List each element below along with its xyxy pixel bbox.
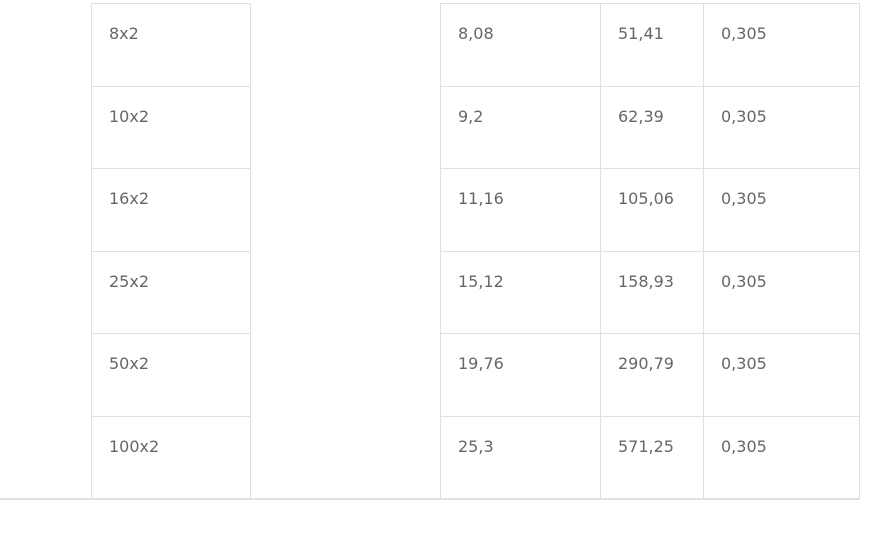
value-cell-2: 158,93 xyxy=(601,250,704,333)
value-cell-3: 0,305 xyxy=(704,3,860,86)
value-cell-3: 0,305 xyxy=(704,85,860,168)
size-cell: 10x2 xyxy=(92,85,251,168)
value-cell-3: 0,305 xyxy=(704,168,860,251)
size-cell: 25x2 xyxy=(92,250,251,333)
value-cell-2: 290,79 xyxy=(601,333,704,416)
value-cell-1: 11,16 xyxy=(441,168,601,251)
value-cell-2: 571,25 xyxy=(601,415,704,498)
value-cell-1: 25,3 xyxy=(441,415,601,498)
merged-cell-left xyxy=(0,3,92,498)
size-cell: 50x2 xyxy=(92,333,251,416)
value-cell-1: 15,12 xyxy=(441,250,601,333)
size-cell: 8x2 xyxy=(92,3,251,86)
value-cell-1: 19,76 xyxy=(441,333,601,416)
value-cell-1: 9,2 xyxy=(441,85,601,168)
value-cell-1: 8,08 xyxy=(441,3,601,86)
value-cell-3: 0,305 xyxy=(704,250,860,333)
value-cell-2: 62,39 xyxy=(601,85,704,168)
size-cell: 16x2 xyxy=(92,168,251,251)
value-cell-3: 0,305 xyxy=(704,333,860,416)
value-cell-3: 0,305 xyxy=(704,415,860,498)
merged-cell-middle xyxy=(251,3,441,498)
spec-table: 8x2 8,08 51,41 0,305 10x2 9,2 62,39 0,305 16x2 11… xyxy=(0,3,860,500)
value-cell-2: 105,06 xyxy=(601,168,704,251)
value-cell-2: 51,41 xyxy=(601,3,704,86)
size-cell: 100x2 xyxy=(92,415,251,498)
